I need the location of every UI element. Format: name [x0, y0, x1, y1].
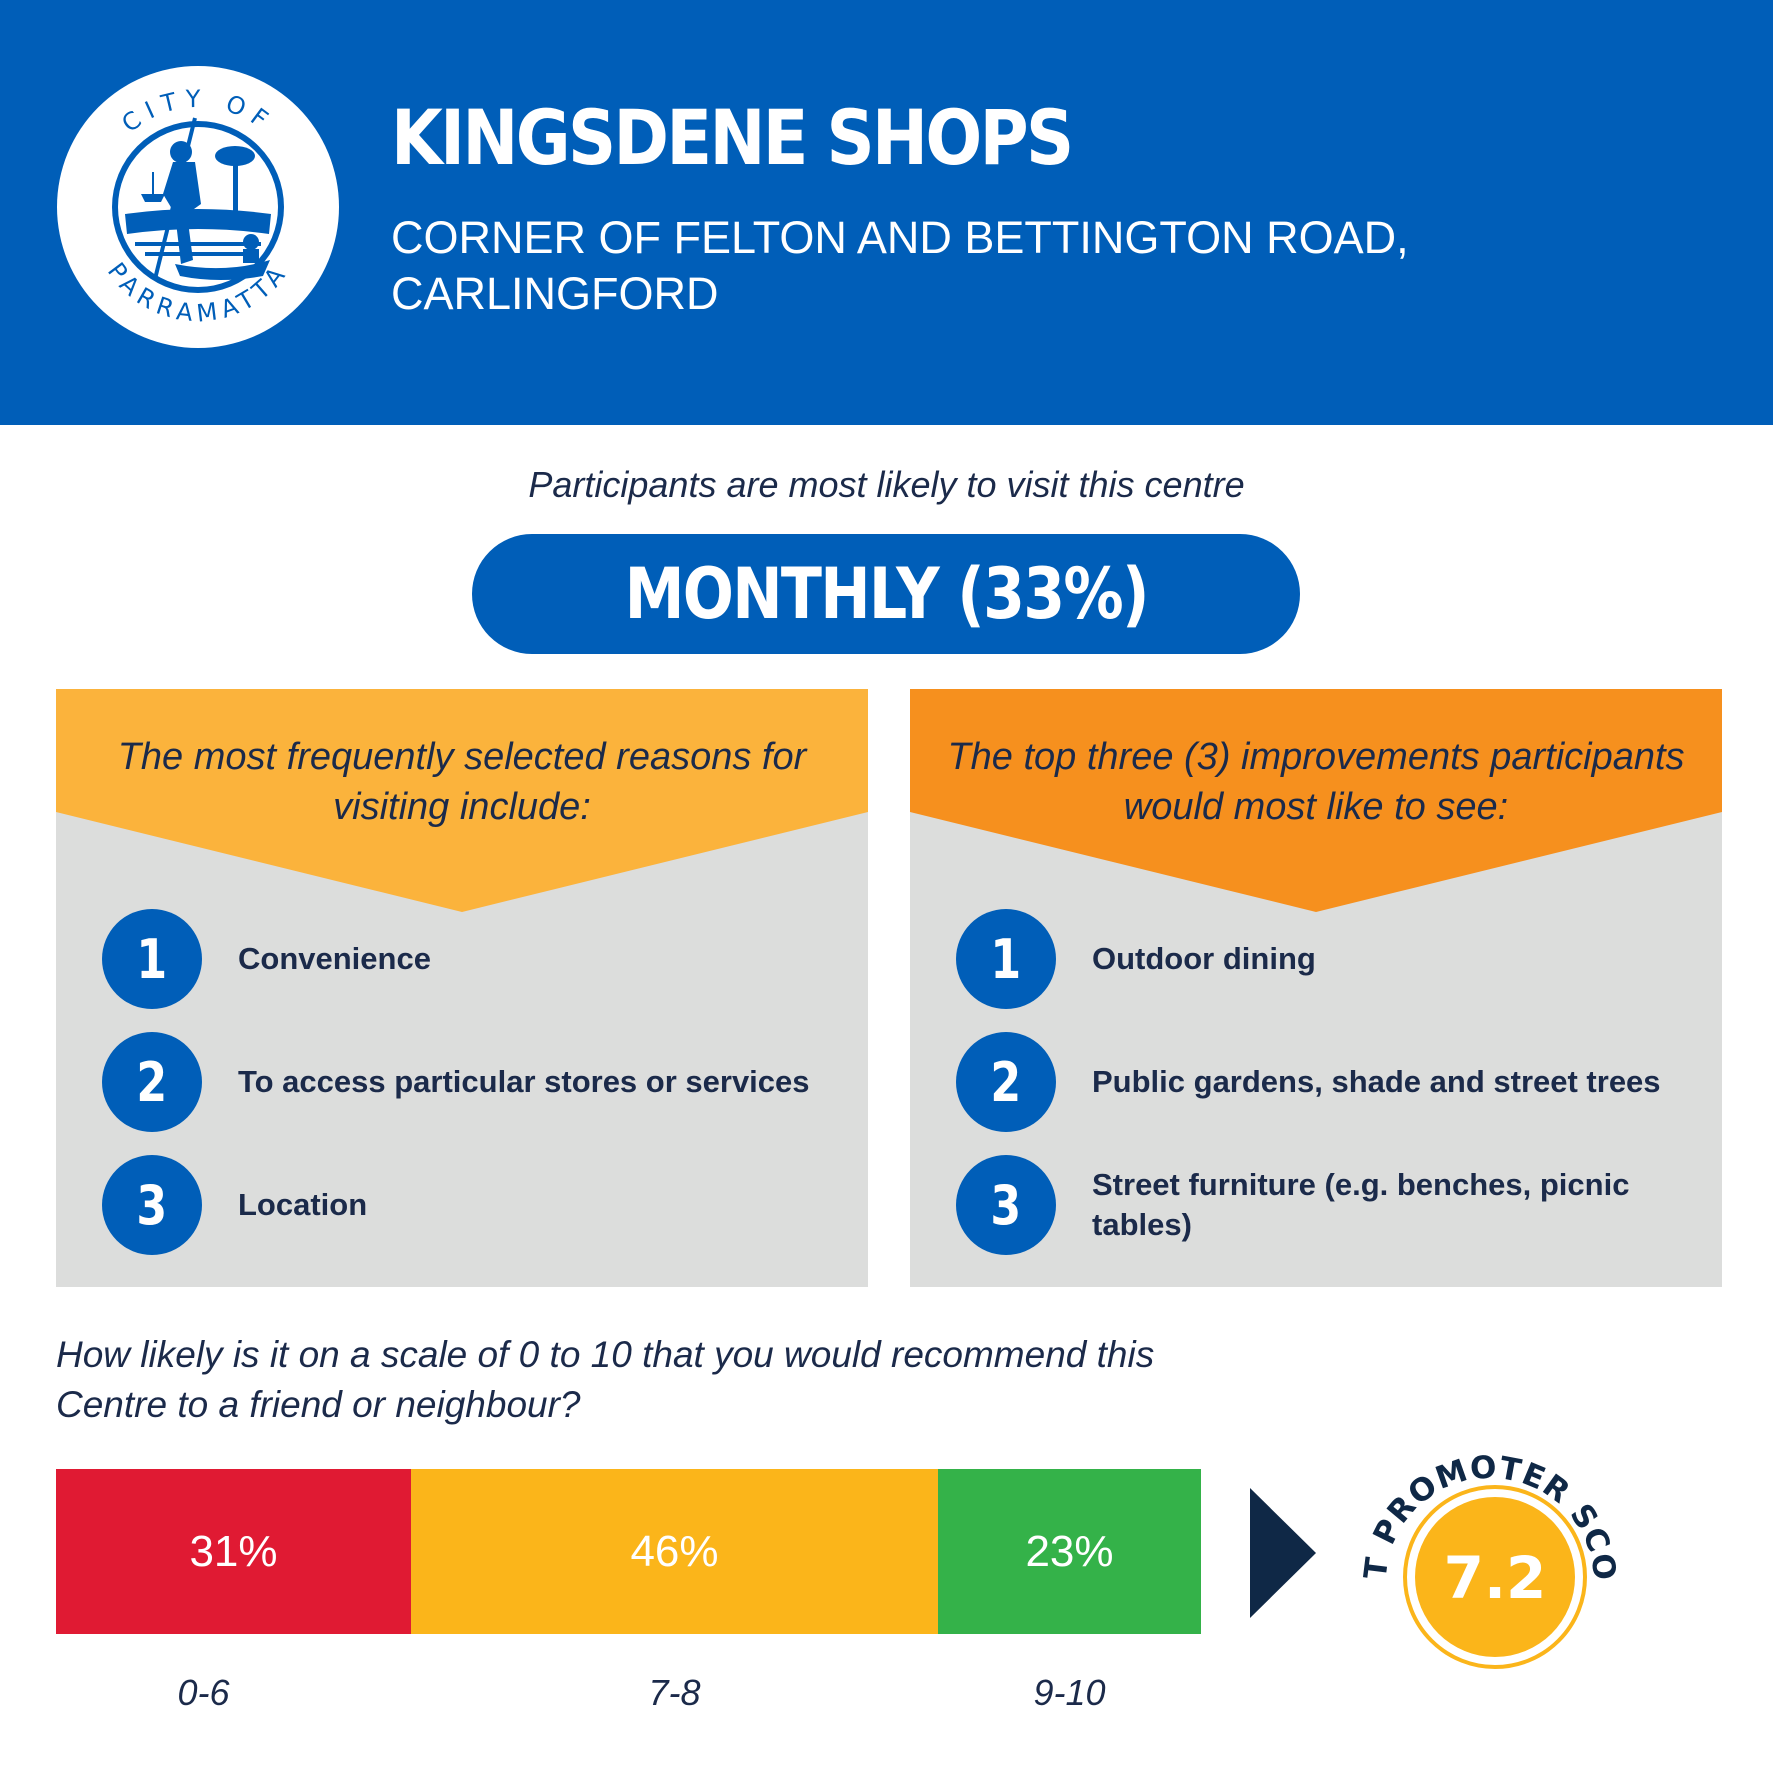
improvements-panel-header-shape [910, 689, 1722, 912]
improvement-item: 3 Street furniture (e.g. benches, picnic… [956, 1155, 1696, 1255]
visit-frequency-value: MONTHLY (33%) [624, 553, 1149, 635]
rank-badge: 1 [956, 909, 1056, 1009]
improvements-panel: The top three (3) improvements participa… [910, 689, 1722, 1287]
header-banner: CITY OF PARRAMATTA KINGSDENE SHOPS CORNE… [0, 0, 1773, 425]
reasons-panel: The most frequently selected reasons for… [56, 689, 868, 1287]
reason-text: Convenience [238, 941, 431, 976]
net-promoter-score-badge: NET PROMOTER SCORE 7.2 [1340, 1422, 1622, 1669]
reasons-title: The most frequently selected reasons for… [117, 736, 807, 828]
reasons-panel-header-shape [56, 689, 868, 912]
visit-frequency-label: Participants are most likely to visit th… [528, 464, 1245, 505]
arrow-right-icon [1250, 1488, 1316, 1618]
segment-range-label: 9-10 [1033, 1672, 1106, 1713]
rank-badge: 3 [956, 1155, 1056, 1255]
nps-value: 7.2 [1444, 1544, 1547, 1612]
reason-item: 3 Location [102, 1155, 842, 1255]
reason-text: Location [238, 1187, 368, 1222]
segment-range-label: 0-6 [177, 1672, 230, 1713]
improvement-item: 2 Public gardens, shade and street trees [956, 1032, 1696, 1132]
segment-percent-label: 31% [189, 1526, 278, 1576]
recommend-question: How likely is it on a scale of 0 to 10 t… [56, 1334, 1155, 1425]
score-segment-7-8: 46% [411, 1469, 938, 1634]
score-segment-0-6: 31% [56, 1469, 411, 1634]
improvements-title: The top three (3) improvements participa… [947, 736, 1685, 828]
score-segment-9-10: 23% [938, 1469, 1201, 1634]
address-line-1: CORNER OF FELTON AND BETTINGTON ROAD, [391, 212, 1409, 263]
segment-percent-label: 46% [630, 1526, 719, 1576]
city-of-parramatta-logo: CITY OF PARRAMATTA [57, 66, 339, 348]
improvement-text: Public gardens, shade and street trees [1092, 1064, 1661, 1099]
address: CORNER OF FELTON AND BETTINGTON ROAD, CA… [391, 210, 1591, 322]
rank-badge: 2 [956, 1032, 1056, 1132]
improvement-text: Outdoor dining [1092, 941, 1316, 976]
rank-badge: 2 [102, 1032, 202, 1132]
segment-percent-label: 23% [1025, 1526, 1114, 1576]
visit-frequency-pill: MONTHLY (33%) [472, 534, 1300, 654]
address-line-2: CARLINGFORD [391, 268, 719, 319]
improvement-item: 1 Outdoor dining [956, 909, 1696, 1009]
rank-badge: 1 [102, 909, 202, 1009]
reason-item: 1 Convenience [102, 909, 842, 1009]
reason-item: 2 To access particular stores or service… [102, 1032, 842, 1132]
improvement-text: Street furniture (e.g. benches, picnic t… [1092, 1167, 1630, 1242]
segment-range-label: 7-8 [648, 1672, 701, 1713]
page-title: KINGSDENE SHOPS [391, 93, 1074, 182]
reason-text: To access particular stores or services [238, 1064, 810, 1099]
rank-badge: 3 [102, 1155, 202, 1255]
